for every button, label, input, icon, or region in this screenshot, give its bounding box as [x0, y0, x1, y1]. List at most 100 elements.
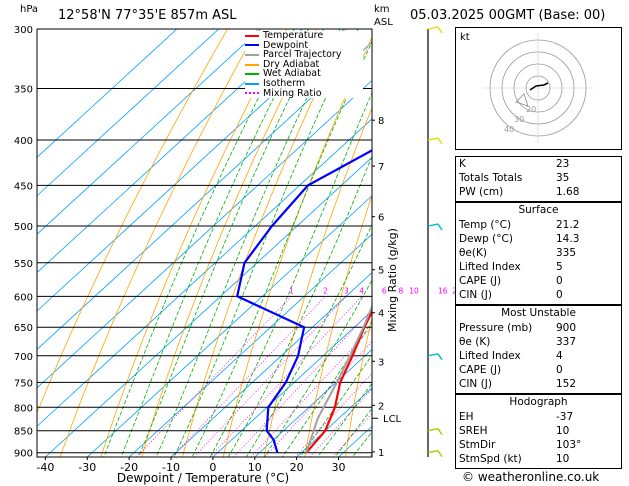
surface-value: 14.3: [556, 233, 580, 245]
wind-barb: [427, 428, 443, 436]
hodograph-ring-label: 30: [514, 115, 524, 124]
wind-barb-flag: [437, 450, 443, 458]
mixing-ratio-line: [332, 412, 372, 457]
hodograph-trace: [529, 82, 549, 91]
height-tick-label: 4: [378, 309, 384, 320]
mixing-ratio-line: [309, 388, 372, 457]
profile-lines: [235, 149, 372, 454]
hodo-table-value: 10: [556, 453, 570, 465]
indices-value: 1.68: [556, 186, 580, 198]
height-tick-label: 2: [378, 401, 384, 412]
wet-adiabat-line: [138, 29, 325, 457]
isotherm-line: [37, 29, 261, 235]
mixing-ratio-label: 8: [398, 286, 403, 295]
height-tick-label: 6: [378, 213, 384, 224]
legend-label: Isotherm: [263, 77, 306, 89]
mixing-ratio-line: [264, 340, 372, 457]
height-tick-label: 1: [378, 448, 384, 459]
legend-entry: Mixing Ratio: [245, 87, 363, 99]
most-unstable-value: 337: [556, 336, 577, 348]
legend-label: Dewpoint: [263, 39, 309, 51]
hodo-table-value: 10: [556, 425, 570, 437]
most-unstable-panel: Most Unstable Pressure (mb) 900 θe (K) 337 L…: [455, 305, 622, 394]
wind-barb: [427, 223, 443, 231]
surface-row: Temp (°C) 21.2: [456, 218, 621, 232]
most-unstable-value: 0: [556, 364, 563, 376]
wind-barb-shaft: [427, 26, 439, 30]
wind-barb: [427, 137, 443, 145]
surface-row: CIN (J) 0: [456, 288, 621, 302]
surface-value: 0: [556, 289, 563, 301]
temperature-tick-label: -10: [162, 461, 180, 474]
wind-barb-shaft: [427, 353, 439, 357]
wind-barb-flag: [437, 26, 443, 34]
isotherm-line: [37, 29, 345, 312]
legend-entry: Wet Adiabat: [245, 69, 363, 79]
indices-value: 23: [556, 158, 570, 170]
surface-row: CAPE (J) 0: [456, 274, 621, 288]
isotherm-line: [37, 29, 220, 197]
surface-title: Surface: [518, 204, 559, 216]
hodograph-kt-label: kt: [460, 32, 470, 43]
most-unstable-row: Lifted Index 4: [456, 349, 621, 363]
hodograph-ring-label: 20: [526, 105, 536, 114]
hodograph-table-panel: Hodograph EH -37 SREH 10 StmDir 103° StmSpd (k…: [455, 394, 622, 469]
legend-label: Mixing Ratio: [263, 87, 322, 99]
background-lines: [37, 29, 372, 457]
hodograph-storm-marker: [515, 93, 529, 107]
most-unstable-row: CAPE (J) 0: [456, 363, 621, 377]
pressure-tick-label: 750: [14, 378, 33, 389]
most-unstable-row: CIN (J) 152: [456, 377, 621, 391]
temperature-tick-label: 20: [290, 461, 304, 474]
mixing-ratio-line: [233, 308, 372, 457]
x-axis-label: Dewpoint / Temperature (°C): [117, 471, 289, 485]
isobar-lines: [37, 29, 372, 454]
wet-adiabat-line: [120, 29, 309, 457]
isotherm-line: [37, 41, 372, 350]
height-tick-label: 5: [378, 266, 384, 277]
dry-adiabat-line: [222, 36, 372, 457]
surface-label: Lifted Index: [459, 261, 521, 273]
wind-barb-shaft: [427, 450, 439, 454]
legend-label: Dry Adiabat: [263, 58, 320, 70]
isotherm-line: [37, 118, 372, 427]
km-label: km: [374, 4, 390, 15]
footer-credit: © weatheronline.co.uk: [462, 470, 600, 484]
hodograph-ring-label: 40: [504, 125, 514, 134]
pressure-tick-label: 900: [14, 449, 33, 460]
most-unstable-label: CAPE (J): [459, 364, 502, 376]
pressure-tick-label: 650: [14, 323, 33, 334]
legend-entry: Temperature: [245, 31, 363, 41]
legend-entry: Dry Adiabat: [245, 60, 363, 70]
legend-swatch: [245, 73, 259, 76]
surface-row: Dewp (°C) 14.3: [456, 232, 621, 246]
legend-swatch: [245, 92, 259, 95]
wind-barb: [427, 450, 443, 458]
pressure-tick-label: 300: [14, 25, 33, 36]
hodo-table-row: StmSpd (kt) 10: [456, 452, 621, 466]
height-tick-label: 7: [378, 162, 384, 173]
hodo-table-label: StmDir: [459, 439, 496, 451]
parcel-trajectory-line: [305, 304, 372, 454]
most-unstable-label: θe (K): [459, 336, 491, 348]
indices-row: K 23: [456, 157, 621, 171]
surface-value: 335: [556, 247, 577, 259]
temperature-tick-label: -30: [78, 461, 96, 474]
surface-value: 0: [556, 275, 563, 287]
datetime-title: 05.03.2025 00GMT (Base: 00): [410, 8, 606, 23]
surface-label: CIN (J): [459, 289, 492, 301]
temperature-tick-label: -40: [36, 461, 54, 474]
wind-barb-shaft: [427, 428, 439, 432]
pressure-tick-label: 700: [14, 352, 33, 363]
isotherm-line: [212, 310, 372, 457]
surface-label: CAPE (J): [459, 275, 502, 287]
indices-panel: K 23 Totals Totals 35 PW (cm) 1.68: [455, 156, 622, 202]
mixing-ratio-line: [193, 296, 347, 457]
most-unstable-label: Pressure (mb): [459, 322, 533, 334]
surface-label: Temp (°C): [459, 219, 512, 231]
pressure-tick-label: 400: [14, 136, 33, 147]
dry-adiabat-line: [345, 316, 372, 457]
asl-label: ASL: [374, 17, 393, 28]
